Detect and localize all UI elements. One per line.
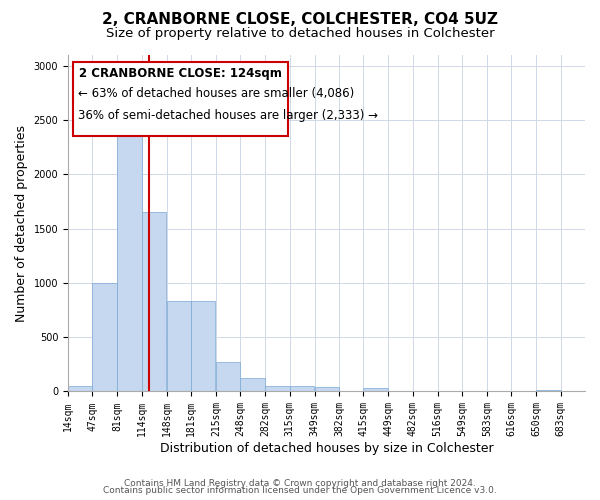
Bar <box>167 301 191 392</box>
Text: Size of property relative to detached houses in Colchester: Size of property relative to detached ho… <box>106 28 494 40</box>
Text: Contains HM Land Registry data © Crown copyright and database right 2024.: Contains HM Land Registry data © Crown c… <box>124 478 476 488</box>
Bar <box>265 386 290 392</box>
Text: ← 63% of detached houses are smaller (4,086): ← 63% of detached houses are smaller (4,… <box>79 87 355 100</box>
Bar <box>216 362 241 392</box>
Text: 2, CRANBORNE CLOSE, COLCHESTER, CO4 5UZ: 2, CRANBORNE CLOSE, COLCHESTER, CO4 5UZ <box>102 12 498 28</box>
Bar <box>142 212 166 392</box>
Bar <box>68 386 92 392</box>
Bar <box>536 390 560 392</box>
Bar <box>191 301 215 392</box>
Bar <box>364 388 388 392</box>
Bar <box>315 387 339 392</box>
Bar <box>92 283 116 392</box>
Y-axis label: Number of detached properties: Number of detached properties <box>15 124 28 322</box>
Bar <box>118 124 142 392</box>
Bar <box>290 386 314 392</box>
FancyBboxPatch shape <box>73 62 288 136</box>
Text: Contains public sector information licensed under the Open Government Licence v3: Contains public sector information licen… <box>103 486 497 495</box>
Text: 2 CRANBORNE CLOSE: 124sqm: 2 CRANBORNE CLOSE: 124sqm <box>79 67 282 80</box>
Bar <box>241 378 265 392</box>
X-axis label: Distribution of detached houses by size in Colchester: Distribution of detached houses by size … <box>160 442 493 455</box>
Text: 36% of semi-detached houses are larger (2,333) →: 36% of semi-detached houses are larger (… <box>79 109 379 122</box>
